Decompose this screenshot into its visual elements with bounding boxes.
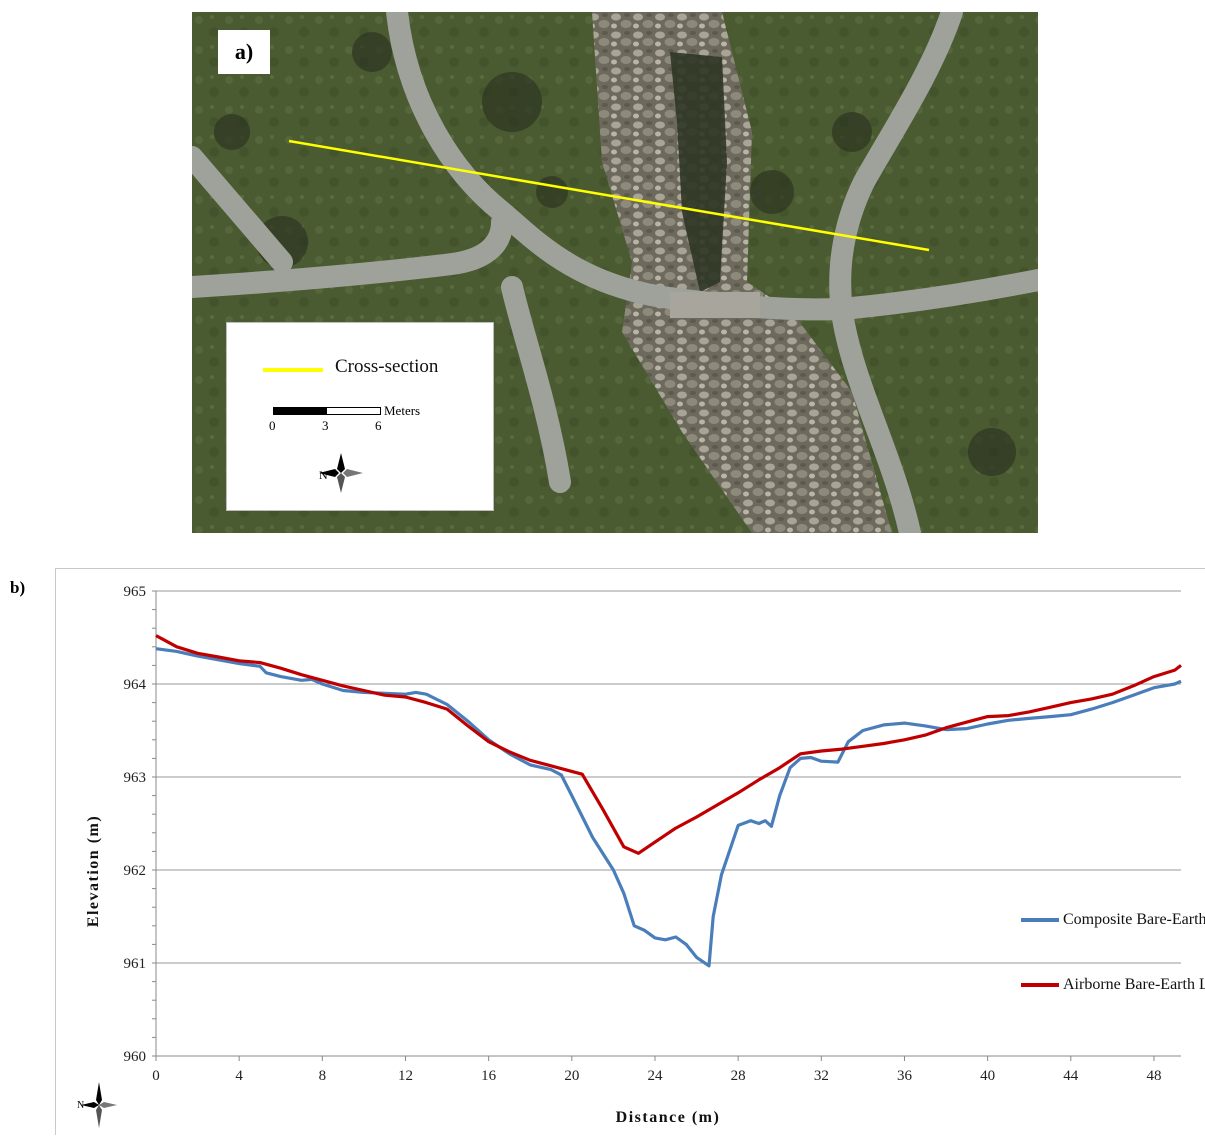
x-tick-label: 16 [481, 1068, 497, 1084]
y-tick-label: 965 [124, 584, 147, 600]
north-arrow-icon [81, 1082, 117, 1128]
scale-tick-label: 6 [375, 418, 382, 433]
x-tick-label: 20 [564, 1068, 579, 1084]
chart-frame: 960 961 962 963 964 965 0 4 8 12 16 20 24 28 32 36 40 44 4… [55, 568, 1205, 1135]
x-tick-label: 12 [398, 1068, 413, 1084]
x-tick-label: 0 [152, 1068, 160, 1084]
x-axis-title: Distance (m) [616, 1109, 721, 1126]
rocky-creek-bank [592, 12, 892, 533]
legend-label-airborne: Airborne Bare-Earth LiDAR [1063, 976, 1205, 993]
x-tick-label: 40 [980, 1068, 995, 1084]
scale-tick-label: 3 [322, 418, 329, 433]
series-lines [155, 634, 1182, 968]
chart-north-label: N [77, 1100, 85, 1111]
y-axis-title: Elevation (m) [85, 815, 102, 927]
panel-a-label: a) [218, 30, 270, 74]
y-tick-label: 961 [124, 956, 147, 972]
x-tick-label: 8 [319, 1068, 327, 1084]
cross-section-line [288, 139, 930, 252]
panel-b-label: b) [10, 578, 26, 597]
scale-unit-label: Meters [384, 403, 421, 418]
x-tick-label: 28 [731, 1068, 746, 1084]
x-tick-label: 36 [897, 1068, 913, 1084]
creek-channel [670, 52, 727, 292]
bridge [670, 292, 760, 318]
y-tick-label: 963 [124, 770, 147, 786]
legend-label-composite: Composite Bare-Earth LiDAR [1063, 911, 1205, 928]
series-line-airborne [155, 634, 1182, 855]
walking-paths [192, 12, 1038, 533]
scale-bar [273, 407, 381, 415]
north-arrow-label: N [319, 468, 328, 482]
x-tick-label: 44 [1063, 1068, 1079, 1084]
legend-swatch-composite [1021, 918, 1059, 922]
cross-section-legend-label: Cross-section [335, 356, 439, 377]
scale-bar-fill [274, 408, 327, 414]
tree-shadows [214, 32, 1016, 476]
x-tick-label: 24 [647, 1068, 663, 1084]
map-legend: Cross-section Meters 0 3 6 N [226, 322, 494, 511]
x-tick-label: 4 [235, 1068, 243, 1084]
x-tick-label: 48 [1146, 1068, 1161, 1084]
y-tick-label: 962 [124, 863, 147, 879]
scale-tick-label: 0 [269, 418, 276, 433]
y-tick-label: 964 [124, 677, 147, 693]
legend-swatch-airborne [1021, 983, 1059, 987]
x-tick-label: 32 [814, 1068, 829, 1084]
cross-section-legend-swatch [263, 368, 323, 372]
y-tick-label: 960 [124, 1049, 147, 1065]
north-arrow-icon [319, 453, 363, 493]
series-line-composite [155, 647, 1182, 968]
